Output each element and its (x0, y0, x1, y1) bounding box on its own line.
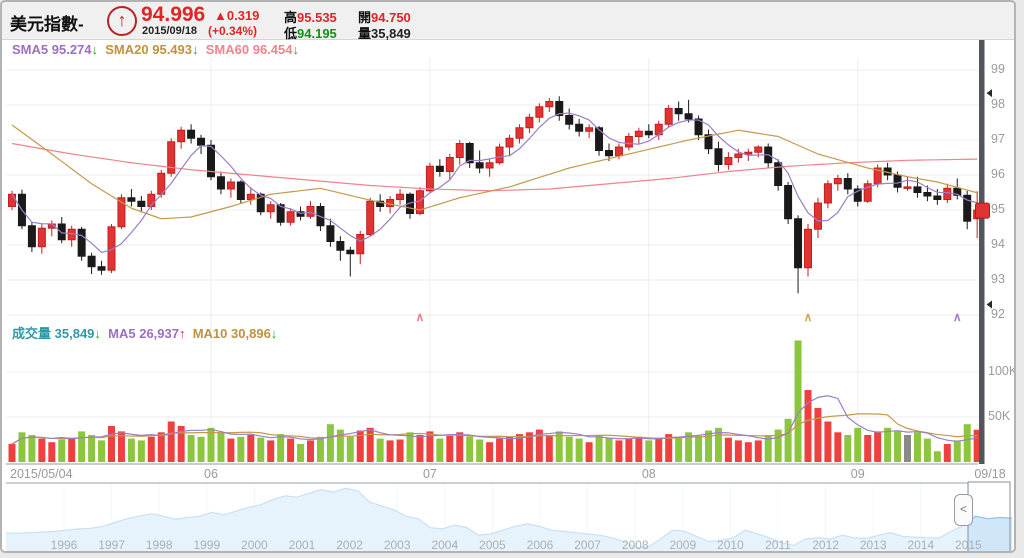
navigator-year-tick: 2005 (479, 538, 506, 552)
navigator-year-tick: 2013 (859, 538, 887, 552)
price-axis-tick: 93 (991, 272, 1005, 286)
navigator-year-tick: 2012 (812, 538, 839, 552)
signal-marker-icon: ∧ (953, 310, 962, 324)
navigator-year-tick: 2015 (955, 538, 982, 552)
vol-ma5-legend[interactable]: MA5 26,937 (108, 326, 179, 341)
vol-ma10-direction-icon: ↓ (270, 326, 278, 341)
navigator-year-tick: 1999 (193, 538, 221, 552)
high-value: 95.535 (297, 10, 337, 25)
price-axis-tick: 97 (991, 132, 1005, 146)
sma-lines (11, 112, 978, 254)
volume-legend: 成交量 35,849↓ MA5 26,937↑ MA10 30,896↓ (12, 323, 277, 342)
scale-range-arrow-icon[interactable] (986, 300, 993, 309)
signal-marker-icon: ∧ (416, 310, 425, 324)
signal-marker-icon: ∧ (804, 310, 813, 324)
navigator-left-handle[interactable]: < (954, 494, 973, 526)
navigator-year-tick: 1996 (50, 538, 78, 552)
price-axis-tick: 99 (991, 62, 1005, 76)
navigator-year-tick: 2011 (765, 538, 791, 552)
date-axis-tick: 09 (850, 467, 865, 481)
vol-ma10-legend[interactable]: MA10 30,896 (192, 326, 271, 341)
navigator-year-tick: 2009 (669, 538, 697, 552)
navigator-year-tick: 2001 (288, 538, 316, 552)
sma60-direction-icon: ↓ (292, 42, 299, 57)
turnover-legend[interactable]: 成交量 35,849 (12, 326, 95, 341)
date-axis-tick: 07 (422, 467, 437, 481)
price-axis-tick: 98 (991, 97, 1005, 111)
low-label: 低 (284, 26, 298, 41)
sma-legend: SMA5 95.274↓ SMA20 95.493↓ SMA60 96.454↓ (12, 42, 299, 57)
open-quote: 開94.750 (358, 7, 411, 26)
volume-bars[interactable] (8, 340, 981, 463)
chart-canvas[interactable]: ∧ ∧ ∧ (2, 2, 1016, 553)
navigator-year-tick: 2006 (526, 538, 554, 552)
last-price: 94.996 (141, 3, 206, 26)
gridlines (6, 58, 979, 465)
quote-header: 美元指數- ↑ 94.996 2015/09/18 ▲0.319 (+0.34%… (2, 2, 1014, 42)
date-axis-tick: 08 (641, 467, 656, 481)
vol-ma5-direction-icon: ↑ (178, 326, 186, 341)
navigator-year-tick: 2008 (621, 538, 649, 552)
price-change: ▲0.319 (214, 8, 260, 23)
navigator-year-tick: 2014 (907, 538, 935, 552)
navigator-year-tick: 1998 (145, 538, 173, 552)
price-change-pct: (+0.34%) (208, 24, 258, 38)
price-axis-tick: 96 (991, 167, 1005, 181)
volume-label: 量 (358, 26, 372, 41)
date-axis-tick: 2015/05/04 (10, 467, 73, 481)
scale-range-arrow-icon[interactable] (986, 89, 993, 98)
quote-date: 2015/09/18 (142, 25, 198, 37)
high-label: 高 (284, 10, 298, 25)
sma60-legend[interactable]: SMA60 96.454 (205, 42, 293, 57)
price-axis-tick: 92 (991, 307, 1005, 321)
navigator-year-tick: 2004 (431, 538, 459, 552)
volume-value: 35,849 (371, 26, 411, 41)
price-axis-tick: 95 (991, 202, 1005, 216)
navigator-year-tick: 1997 (98, 538, 125, 552)
turnover-direction-icon: ↓ (94, 326, 101, 341)
high-quote: 高95.535 (284, 7, 337, 26)
volume-ma-lines (11, 395, 978, 445)
sma20-legend[interactable]: SMA20 95.493 (105, 42, 192, 57)
sma20-direction-icon: ↓ (192, 42, 199, 57)
price-axis-tick: 94 (991, 237, 1005, 251)
range-navigator[interactable] (5, 481, 1013, 553)
navigator-year-tick: 2002 (336, 538, 363, 552)
volume-axis-tick: 50K (988, 409, 1011, 423)
last-price-tag[interactable] (975, 202, 990, 219)
low-value: 94.195 (297, 26, 337, 41)
price-scale-scrollbar[interactable] (979, 39, 985, 464)
navigator-year-tick: 2000 (241, 538, 268, 552)
instrument-title: 美元指數- (10, 15, 84, 34)
navigator-year-tick: 2010 (717, 538, 744, 552)
date-axis-tick: 09/18 (974, 467, 1006, 481)
low-quote: 低94.195 (284, 23, 337, 42)
sma5-direction-icon: ↓ (91, 42, 99, 57)
navigator-year-tick: 2007 (574, 538, 601, 552)
sma5-legend[interactable]: SMA5 95.274 (12, 42, 92, 57)
navigator-year-tick: 2003 (383, 538, 411, 552)
volume-axis-tick: 100K (988, 364, 1016, 378)
candlesticks[interactable] (8, 96, 982, 294)
open-label: 開 (358, 10, 372, 25)
circle-up-arrow-icon: ↑ (107, 6, 137, 36)
volume-quote: 量35,849 (358, 23, 411, 42)
date-axis-tick: 06 (204, 467, 218, 481)
open-value: 94.750 (371, 10, 411, 25)
